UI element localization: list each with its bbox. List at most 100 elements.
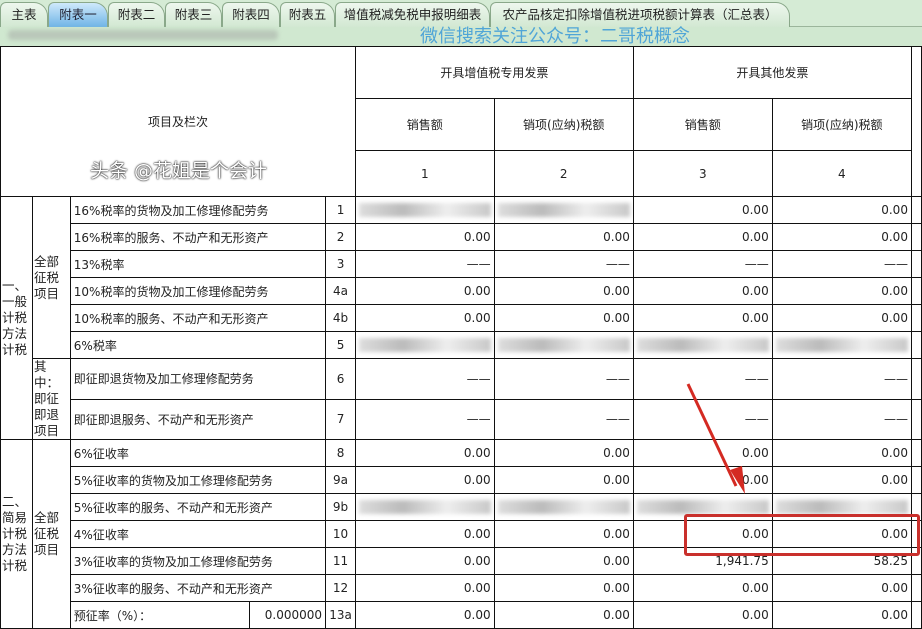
value-cell[interactable]: —— [355,358,495,400]
value-cell[interactable]: 0.00 [632,223,773,251]
value-cell[interactable]: 0.00 [355,547,495,575]
table-row: 5%征收率的服务、不动产和无形资产 9b [1,493,922,521]
sheet-tab[interactable]: 增值税减免税申报明细表 [335,2,490,27]
row-label: 3%征收率的货物及加工修理修配劳务 [69,547,327,575]
value-cell[interactable]: 58.25 [771,547,912,575]
value-cell[interactable]: —— [771,358,912,400]
redacted-value [359,203,491,218]
value-cell[interactable]: 0.00 [493,223,634,251]
value-cell[interactable]: 0.00 [493,547,634,575]
value-cell[interactable]: 0.00 [771,520,912,548]
value-cell[interactable]: 0.00 [632,574,773,602]
row-number: 3 [325,250,357,278]
value-cell[interactable]: 0.00 [493,520,634,548]
table-row: 6%税率 5 [1,331,922,359]
row-label: 10%税率的货物及加工修理修配劳务 [69,277,327,305]
value-cell[interactable]: —— [493,398,634,440]
value-cell[interactable]: —— [493,250,634,278]
value-cell[interactable] [493,493,634,521]
value-cell[interactable]: 0.00 [632,304,773,332]
row-number: 4b [325,304,357,332]
sheet-tab[interactable]: 附表五 [280,2,335,27]
sheet-tab[interactable]: 主表 [0,2,48,27]
value-cell[interactable]: 0.00 [493,439,634,467]
value-cell[interactable]: 0.00 [493,466,634,494]
edge-cell [910,196,922,224]
row-number: 11 [325,547,357,575]
value-cell[interactable]: —— [632,398,773,440]
value-cell[interactable] [632,331,773,359]
row-number: 1 [325,196,357,224]
row-label: 6%税率 [69,331,327,359]
value-cell[interactable]: 0.00 [355,520,495,548]
value-cell[interactable]: 0.00 [771,223,912,251]
table-row: 二、简易计税方法计税 全部征税项目 6%征收率 8 0.00 0.00 0.00 0.00 [0,439,922,629]
edge-cell [910,398,922,440]
sheet-tab[interactable]: 附表三 [165,2,222,27]
value-cell[interactable]: 0.00 [771,439,912,467]
prepay-rate-value: 0.000000 [249,601,327,629]
value-cell[interactable]: 0.00 [632,439,773,467]
value-cell[interactable]: 0.00 [771,466,912,494]
edge-cell [910,520,922,548]
value-cell[interactable]: 0.00 [632,466,773,494]
value-cell[interactable]: 0.00 [355,601,495,629]
edge-cell [910,223,922,251]
sheet-tab[interactable]: 农产品核定扣除增值税进项税额计算表（汇总表） [490,2,790,27]
value-cell[interactable]: 0.00 [771,574,912,602]
value-cell[interactable]: 0.00 [771,601,912,629]
value-cell[interactable] [771,331,912,359]
value-cell[interactable] [355,331,495,359]
table-row: 3%征收率的货物及加工修理修配劳务 11 0.00 0.00 1,941.75 58.25 [1,547,922,575]
table-row: 5%征收率的货物及加工修理修配劳务 9a 0.00 0.00 0.00 0.00 [1,466,922,494]
value-cell[interactable] [632,493,773,521]
value-cell[interactable]: 0.00 [632,196,773,224]
value-cell[interactable]: 0.00 [771,196,912,224]
value-cell[interactable]: 0.00 [355,304,495,332]
sheet-tab[interactable]: 附表二 [108,2,165,27]
edge-cell [910,547,922,575]
category-all-items: 全部征税项目 [31,439,71,629]
value-cell[interactable]: 0.00 [632,601,773,629]
value-cell[interactable] [493,196,634,224]
value-cell[interactable]: —— [632,358,773,400]
redacted-value [497,203,630,218]
value-cell[interactable]: 0.00 [771,304,912,332]
value-cell[interactable]: 0.00 [355,277,495,305]
edge-cell [910,493,922,521]
sheet-tab[interactable]: 附表一 [48,2,108,27]
value-cell[interactable]: 0.00 [355,223,495,251]
value-cell[interactable]: —— [771,398,912,440]
value-cell[interactable]: 0.00 [632,520,773,548]
sheet-tab[interactable]: 附表四 [222,2,280,27]
row-label: 5%征收率的货物及加工修理修配劳务 [69,466,327,494]
row-number: 13a [325,601,357,629]
value-cell[interactable]: —— [355,250,495,278]
info-bar-blurred [0,27,922,47]
value-cell[interactable]: 1,941.75 [632,547,773,575]
redacted-value [497,338,630,353]
table-row: 4%征收率 10 0.00 0.00 0.00 0.00 [1,520,922,548]
value-cell[interactable] [493,331,634,359]
value-cell[interactable]: 0.00 [493,574,634,602]
value-cell[interactable]: 0.00 [355,439,495,467]
row-number: 6 [325,358,357,400]
category-refund-items: 其中：即征即退项目 [31,358,71,440]
value-cell[interactable] [355,493,495,521]
value-cell[interactable]: 0.00 [493,601,634,629]
edge-cell [910,601,922,629]
value-cell[interactable] [771,493,912,521]
value-cell[interactable]: —— [771,250,912,278]
value-cell[interactable]: 0.00 [632,277,773,305]
value-cell[interactable]: 0.00 [771,277,912,305]
value-cell[interactable]: —— [632,250,773,278]
value-cell[interactable]: —— [355,398,495,440]
value-cell[interactable]: 0.00 [493,304,634,332]
sheet-tab-bar: 主表 附表一 附表二 附表三 附表四 附表五 增值税减免税申报明细表 农产品核定扣除增值税进项… [0,0,922,27]
row-label: 16%税率的服务、不动产和无形资产 [69,223,327,251]
value-cell[interactable]: —— [493,358,634,400]
value-cell[interactable]: 0.00 [355,466,495,494]
value-cell[interactable] [355,196,495,224]
value-cell[interactable]: 0.00 [355,574,495,602]
value-cell[interactable]: 0.00 [493,277,634,305]
